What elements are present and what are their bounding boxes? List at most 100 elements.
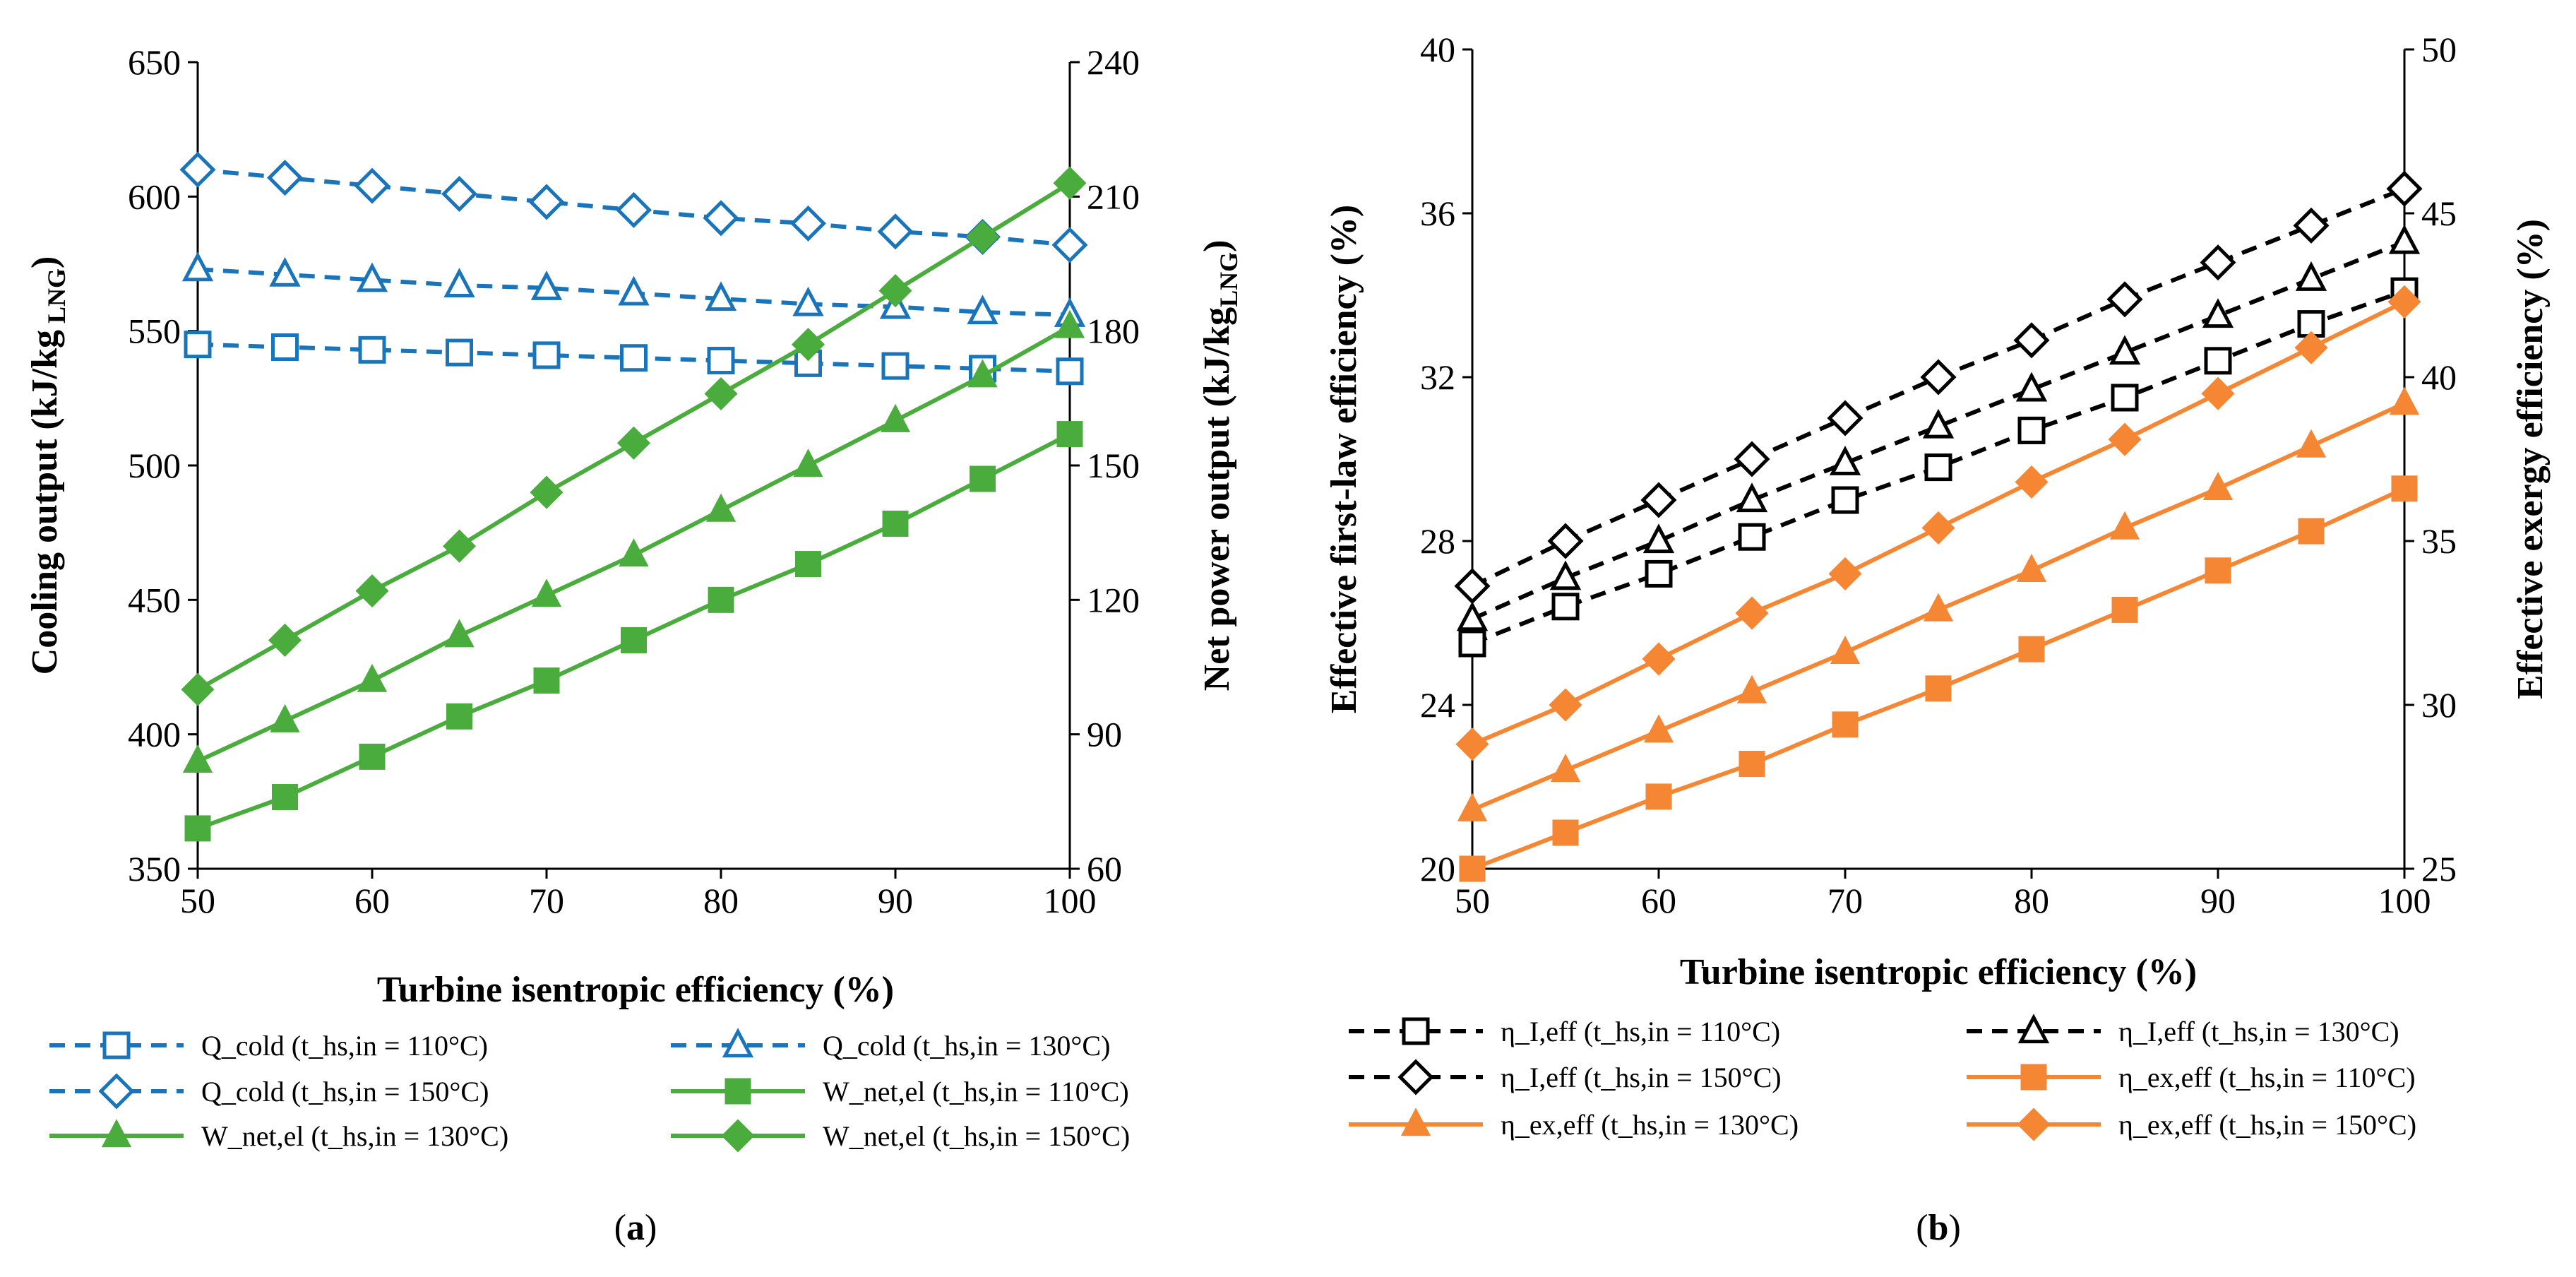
- data-point: [269, 256, 301, 287]
- y-tick-label: 350: [128, 849, 181, 889]
- data-point: [1053, 166, 1087, 200]
- data-point: [1738, 523, 1766, 551]
- data-point: [793, 449, 823, 477]
- data-point: [1643, 714, 1674, 743]
- data-point: [1642, 642, 1676, 676]
- data-point: [615, 191, 652, 228]
- legend-marker: [101, 1119, 132, 1148]
- legend-entry: W_net,el (t_hs,in = 110°C): [671, 1076, 1129, 1107]
- data-point: [358, 335, 386, 364]
- data-point: [179, 151, 216, 188]
- data-point: [531, 578, 562, 607]
- y-tick-label: 40: [1420, 30, 1455, 69]
- legend-label: Q_cold (t_hs,in = 150°C): [201, 1076, 489, 1107]
- data-point: [1831, 486, 1859, 514]
- data-point: [2295, 261, 2327, 291]
- legend-label: η_I,eff (t_hs,in = 110°C): [1501, 1016, 1780, 1047]
- data-point: [443, 268, 475, 298]
- x-tick-label: 90: [2200, 881, 2236, 920]
- legend-label: η_I,eff (t_hs,in = 130°C): [2118, 1016, 2399, 1047]
- legend-label: W_net,el (t_hs,in = 150°C): [823, 1120, 1130, 1152]
- data-point: [1734, 441, 1770, 477]
- y2-tick-label: 45: [2421, 194, 2457, 233]
- y-tick-label: 400: [128, 715, 181, 754]
- data-point: [789, 205, 827, 242]
- data-point: [878, 274, 912, 308]
- legend-label: η_I,eff (t_hs,in = 150°C): [1501, 1062, 1782, 1093]
- data-point: [2296, 429, 2327, 458]
- data-point: [2388, 224, 2421, 254]
- data-point: [1552, 819, 1579, 846]
- legend-entry: Q_cold (t_hs,in = 150°C): [49, 1073, 489, 1110]
- y-tick-label: 36: [1420, 194, 1455, 233]
- caption-close: ): [645, 1208, 657, 1248]
- data-point: [2205, 557, 2231, 584]
- y-tick-label: 550: [128, 311, 181, 351]
- data-point: [532, 341, 561, 369]
- data-point: [2109, 335, 2141, 365]
- series-1: [184, 331, 1084, 386]
- series-6: [181, 166, 1087, 706]
- y2-tick-label: 150: [1087, 446, 1140, 485]
- y2-tick-label: 40: [2421, 357, 2457, 397]
- panel-caption: (b): [1916, 1208, 1961, 1248]
- y2-axis-label-close: ): [1197, 240, 1237, 252]
- data-point: [271, 333, 299, 362]
- data-point: [446, 338, 473, 367]
- legend-label: W_net,el (t_hs,in = 110°C): [823, 1076, 1129, 1107]
- y2-tick-label: 50: [2421, 30, 2457, 69]
- x-tick-label: 70: [1827, 881, 1863, 920]
- x-tick-label: 50: [180, 881, 215, 920]
- data-point: [182, 744, 213, 773]
- data-point: [442, 529, 477, 563]
- data-point: [355, 574, 389, 608]
- data-point: [1054, 309, 1085, 338]
- data-point: [446, 703, 472, 730]
- legend-entry: Q_cold (t_hs,in = 130°C): [671, 1028, 1110, 1062]
- x-tick-label: 70: [529, 881, 564, 920]
- y2-axis-label: Net power output (kJ/kgLNG): [1197, 240, 1243, 691]
- data-point: [618, 275, 650, 306]
- data-point: [791, 328, 825, 362]
- data-point: [1921, 511, 1955, 545]
- series-2: [181, 251, 1086, 327]
- data-point: [2111, 384, 2139, 412]
- y2-tick-label: 30: [2421, 685, 2457, 725]
- panel-caption: (a): [614, 1208, 657, 1248]
- data-point: [533, 667, 560, 694]
- data-point: [1457, 792, 1488, 821]
- data-point: [2106, 281, 2143, 318]
- series-5: [1457, 386, 2420, 821]
- x-tick-label: 50: [1455, 881, 1490, 920]
- y-axis-label: Cooling output (kJ/kg LNG): [25, 256, 71, 675]
- data-point: [2204, 347, 2232, 375]
- legend-marker: [1402, 1017, 1430, 1045]
- data-point: [2201, 376, 2235, 410]
- data-point: [882, 510, 909, 537]
- data-point: [528, 184, 565, 220]
- y-tick-label: 500: [128, 446, 181, 485]
- data-point: [1551, 593, 1580, 621]
- x-tick-label: 100: [2378, 881, 2431, 920]
- series-1: [1458, 277, 2419, 658]
- y2-tick-label: 180: [1087, 311, 1140, 351]
- data-point: [705, 281, 737, 311]
- data-point: [354, 167, 390, 204]
- data-point: [184, 815, 211, 842]
- data-point: [181, 251, 214, 282]
- series-4: [1459, 475, 2418, 882]
- data-point: [2013, 322, 2050, 359]
- data-point: [2200, 244, 2236, 281]
- legend-marker: [724, 1078, 751, 1105]
- legend-label: η_ex,eff (t_hs,in = 130°C): [1501, 1109, 1799, 1141]
- legend-label: Q_cold (t_hs,in = 130°C): [823, 1030, 1110, 1062]
- y2-tick-label: 210: [1087, 177, 1140, 216]
- data-point: [2293, 207, 2330, 244]
- data-point: [1456, 601, 1489, 631]
- y-tick-label: 24: [1420, 685, 1455, 725]
- y-tick-label: 600: [128, 177, 181, 216]
- data-point: [444, 619, 475, 648]
- data-point: [2386, 170, 2423, 207]
- data-point: [2294, 331, 2328, 364]
- data-point: [2387, 285, 2421, 319]
